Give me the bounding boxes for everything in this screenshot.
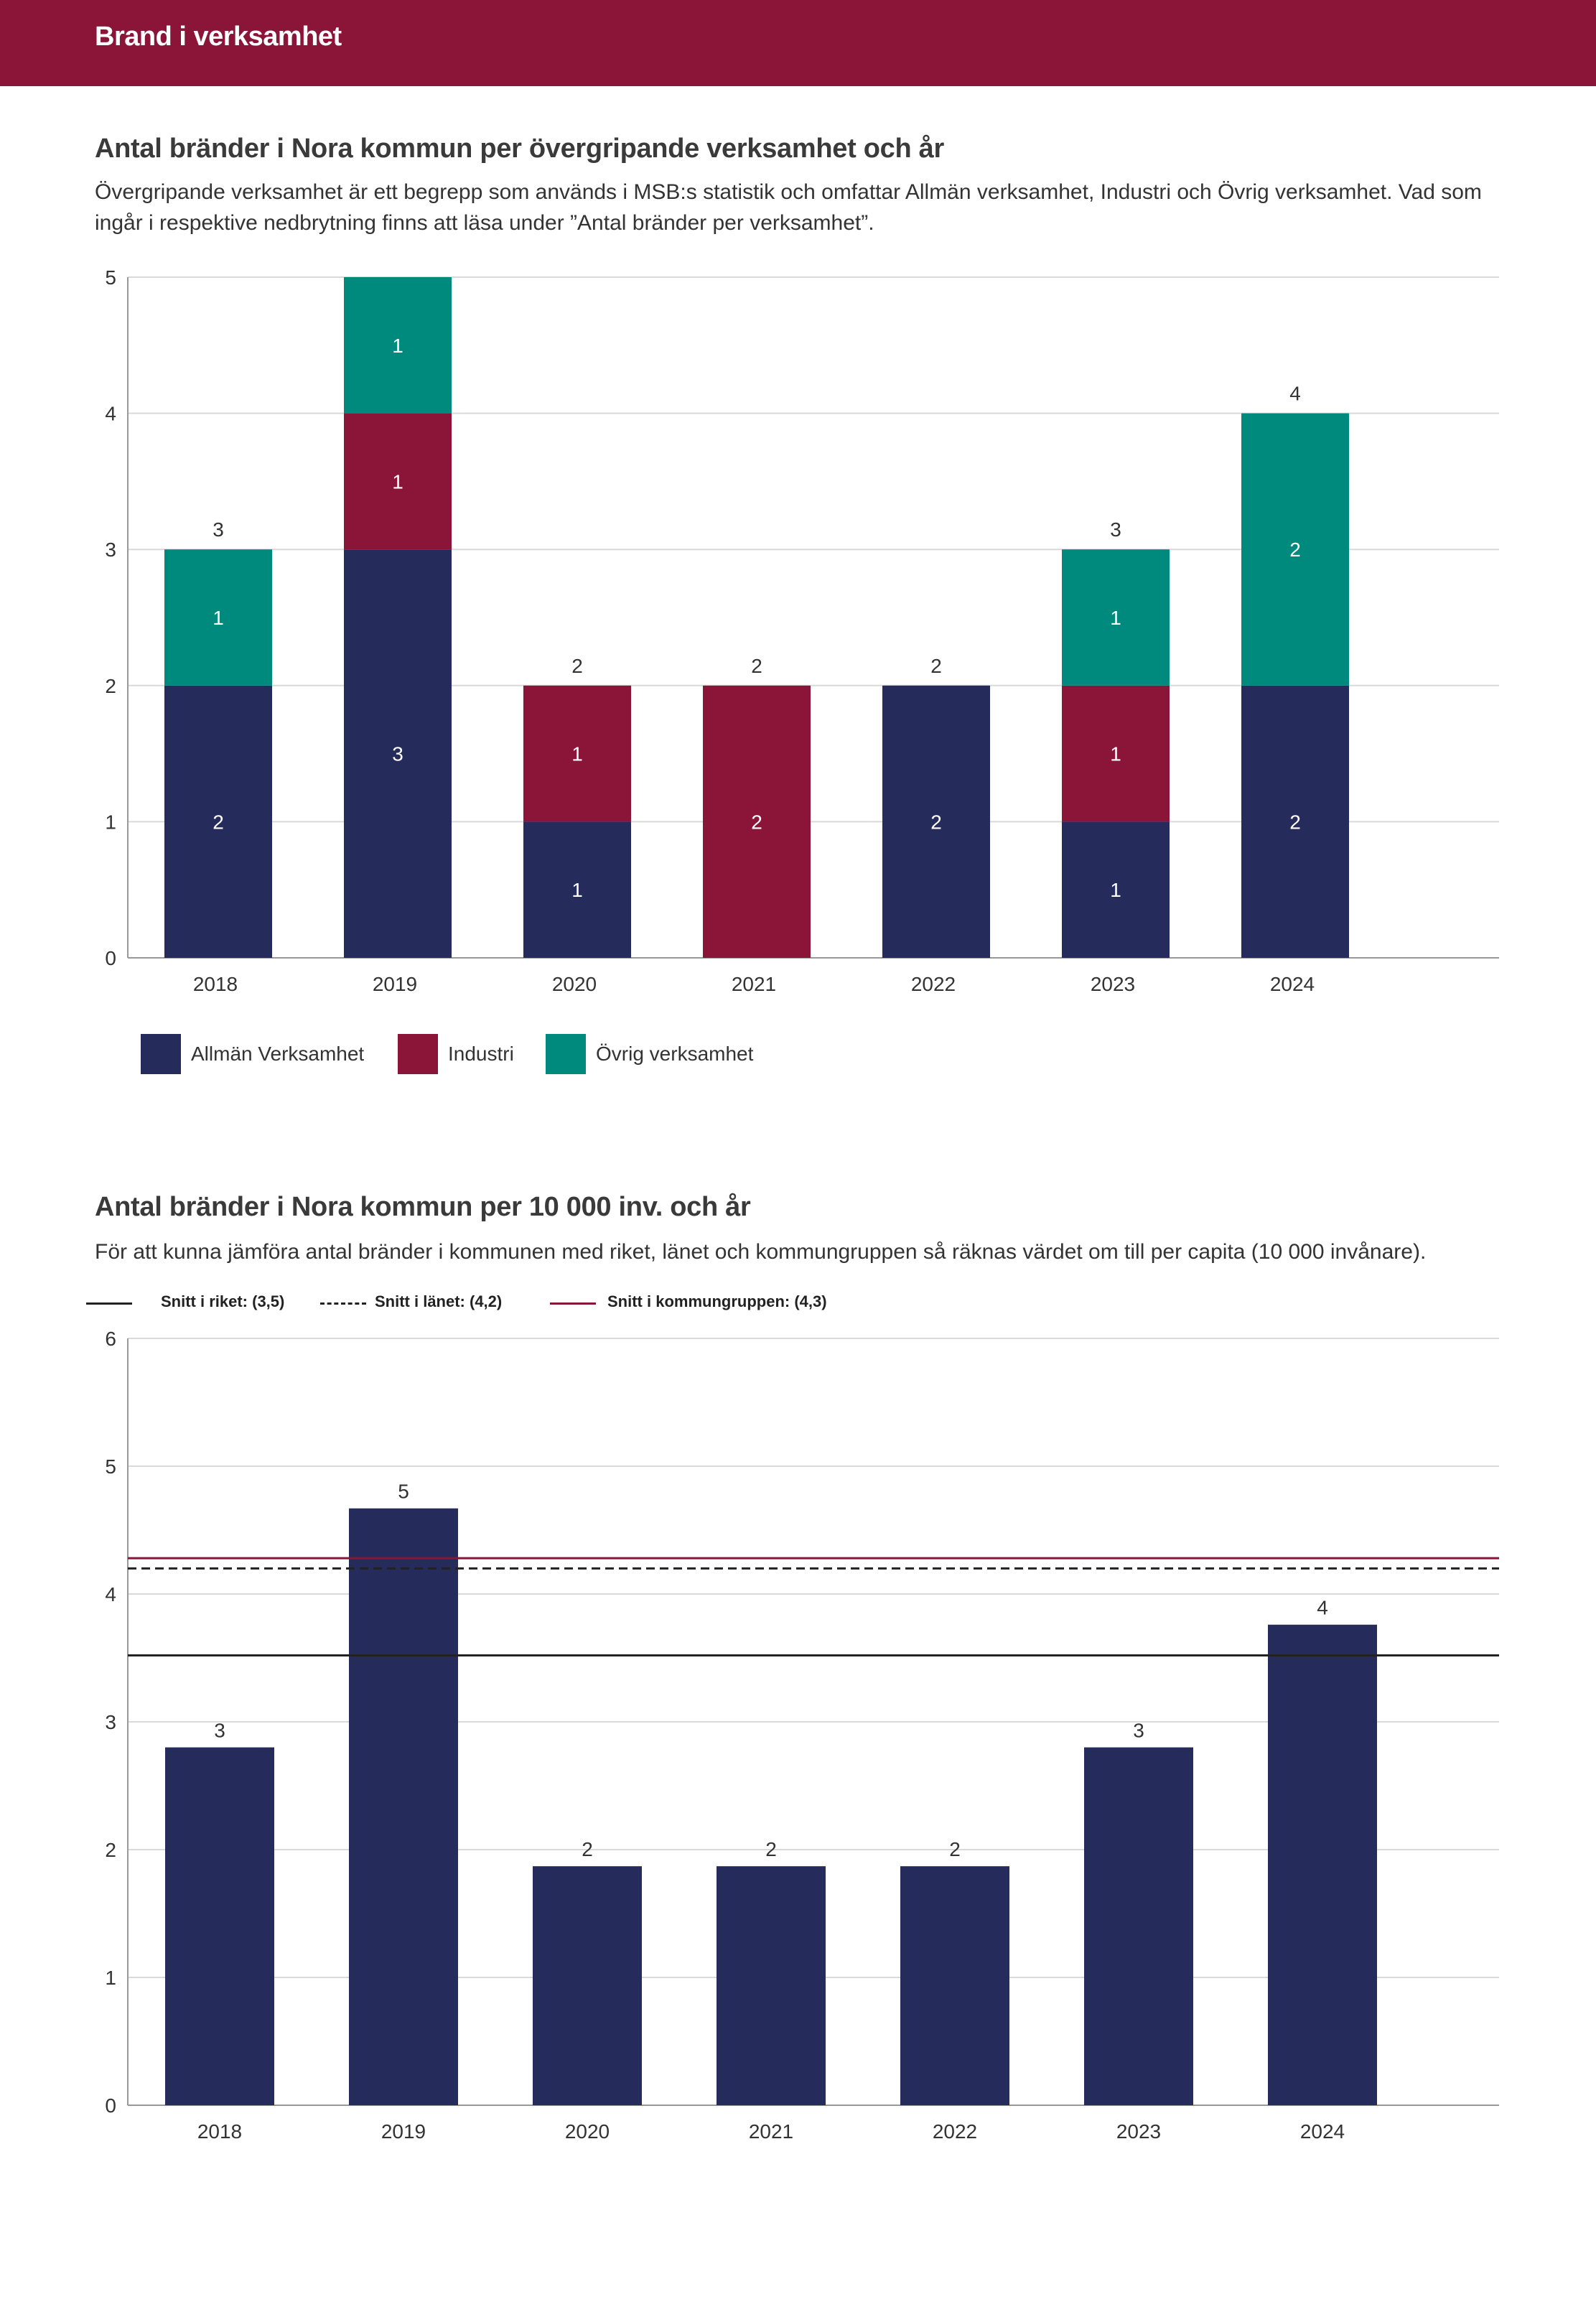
stacked-bar-chart: 0 1 2 3 4 5 2 1 3 2018 3 1 1 2019 1 1 2 2020 2 2 2021 2 2 2022 1…	[105, 266, 1499, 995]
x-tick-label: 2021	[732, 973, 776, 995]
ref-legend-label-lanet: Snitt i länet: (4,2)	[375, 1292, 503, 1310]
bar-segment	[882, 685, 990, 958]
chart2-title: Antal bränder i Nora kommun per 10 000 i…	[95, 1192, 751, 1222]
bar	[1084, 1747, 1193, 2105]
chart1-title: Antal bränder i Nora kommun per övergrip…	[95, 134, 944, 164]
segment-label: 1	[571, 743, 583, 765]
bar-segment	[1062, 685, 1170, 822]
segment-label: 1	[571, 879, 583, 901]
segment-label: 1	[213, 607, 224, 629]
x-tick-label: 2018	[197, 2120, 242, 2143]
y-tick-label: 3	[105, 539, 116, 561]
x-tick-label: 2024	[1270, 973, 1315, 995]
bar-segment	[1062, 549, 1170, 686]
value-label: 2	[949, 1838, 961, 1860]
segment-label: 2	[930, 811, 942, 833]
ref-legend-line-kommungrupp	[550, 1302, 596, 1305]
ref-legend-label-riket: Snitt i riket: (3,5)	[161, 1292, 285, 1310]
segment-label: 2	[1289, 811, 1301, 833]
legend-label-ovrig: Övrig verksamhet	[596, 1043, 754, 1065]
x-tick-label: 2023	[1091, 973, 1135, 995]
bar	[1268, 1624, 1377, 2105]
x-tick-label: 2022	[911, 973, 956, 995]
segment-label: 1	[1110, 743, 1121, 765]
x-tick-label: 2020	[552, 973, 597, 995]
bar	[900, 1866, 1009, 2105]
bar	[349, 1508, 458, 2105]
segment-label: 1	[1110, 607, 1121, 629]
bar-segment	[344, 413, 452, 550]
y-tick-label: 5	[105, 266, 116, 289]
y-tick-label: 1	[105, 1967, 116, 1989]
value-label: 4	[1317, 1597, 1328, 1619]
total-label: 4	[1289, 383, 1301, 405]
legend-swatch-allman	[141, 1034, 181, 1074]
bar	[533, 1866, 642, 2105]
bar-segment	[1241, 685, 1349, 958]
total-label: 3	[1110, 518, 1121, 541]
y-tick-label: 5	[105, 1455, 116, 1478]
total-label: 2	[751, 655, 762, 677]
bar-segment	[523, 685, 631, 822]
bar-segment	[1062, 821, 1170, 958]
bar-segment	[344, 277, 452, 414]
value-label: 3	[1133, 1720, 1144, 1742]
x-tick-label: 2021	[749, 2120, 793, 2143]
bar-segment	[1241, 413, 1349, 686]
y-tick-label: 0	[105, 947, 116, 969]
value-label: 3	[214, 1720, 225, 1742]
ref-legend-line-lanet	[320, 1302, 366, 1305]
y-tick-label: 6	[105, 1328, 116, 1350]
legend-swatch-ovrig	[546, 1034, 586, 1074]
x-tick-label: 2024	[1300, 2120, 1345, 2143]
segment-label: 2	[751, 811, 762, 833]
value-label: 2	[765, 1838, 777, 1860]
legend-swatch-industri	[398, 1034, 438, 1074]
bar-segment	[703, 685, 811, 958]
y-tick-label: 2	[105, 1839, 116, 1861]
bar-segment	[164, 549, 272, 686]
legend-label-industri: Industri	[448, 1043, 514, 1065]
ref-legend-line-riket	[86, 1302, 132, 1305]
y-tick-label: 3	[105, 1711, 116, 1733]
header-bar: Brand i verksamhet	[0, 0, 1596, 86]
total-label: 2	[571, 655, 583, 677]
bar	[717, 1866, 826, 2105]
segment-label: 2	[1289, 539, 1301, 561]
bar-segment	[344, 549, 452, 958]
segment-label: 1	[392, 335, 403, 357]
chart2-description: För att kunna jämföra antal bränder i ko…	[95, 1240, 1427, 1264]
bar-segment	[164, 685, 272, 958]
y-tick-label: 2	[105, 675, 116, 697]
bar	[165, 1747, 274, 2105]
chart1-description: Övergripande verksamhet är ett begrepp s…	[95, 180, 1482, 235]
y-tick-label: 0	[105, 2094, 116, 2117]
value-label: 5	[398, 1481, 409, 1503]
total-label: 2	[930, 655, 942, 677]
y-tick-label: 4	[105, 1583, 116, 1605]
segment-label: 2	[213, 811, 224, 833]
y-tick-label: 4	[105, 403, 116, 425]
x-tick-label: 2020	[565, 2120, 610, 2143]
segment-label: 1	[392, 470, 403, 493]
x-tick-label: 2022	[933, 2120, 977, 2143]
y-tick-label: 1	[105, 811, 116, 833]
value-label: 2	[582, 1838, 593, 1860]
segment-label: 1	[1110, 879, 1121, 901]
bar-segment	[523, 821, 631, 958]
total-label: 3	[213, 518, 224, 541]
x-tick-label: 2023	[1116, 2120, 1161, 2143]
x-tick-label: 2019	[381, 2120, 426, 2143]
segment-label: 3	[392, 743, 403, 765]
ref-legend-label-kommungrupp: Snitt i kommungruppen: (4,3)	[607, 1292, 827, 1310]
x-tick-label: 2019	[373, 973, 417, 995]
x-tick-label: 2018	[193, 973, 238, 995]
legend-label-allman: Allmän Verksamhet	[191, 1043, 365, 1065]
page-title: Brand i verksamhet	[95, 22, 342, 52]
